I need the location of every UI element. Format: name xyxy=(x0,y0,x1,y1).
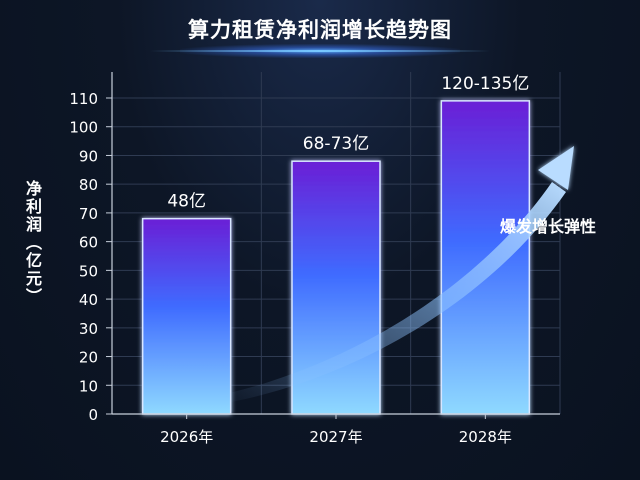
y-tick-label: 110 xyxy=(69,90,98,108)
y-tick-label: 60 xyxy=(79,234,98,252)
y-tick-label: 40 xyxy=(79,291,98,309)
bars-layer xyxy=(141,100,531,415)
growth-arrow-head xyxy=(538,146,574,190)
title-underline-decoration xyxy=(150,50,490,52)
y-tick-label: 30 xyxy=(79,320,98,338)
annotation-label: 爆发增长弹性 xyxy=(500,217,596,236)
x-tick-label: 2027年 xyxy=(309,428,362,446)
y-tick-label: 20 xyxy=(79,349,98,367)
y-axis-label: 净利润（亿元） xyxy=(23,180,42,306)
data-label: 48亿 xyxy=(167,192,206,212)
bar xyxy=(440,100,531,415)
axis-layer xyxy=(106,72,560,419)
growth-arrow-layer xyxy=(216,146,574,404)
x-tick-label: 2028年 xyxy=(459,428,512,446)
labels-layer: 0 10 20 30 40 50 60 70 80 90 100 110 48亿 2026年 68-73亿 2… xyxy=(69,74,596,446)
x-tick-label: 2026年 xyxy=(160,428,213,446)
data-label: 120-135亿 xyxy=(441,74,529,94)
y-tick-label: 90 xyxy=(79,147,98,165)
chart-title: 算力租赁净利润增长趋势图 xyxy=(188,18,452,42)
y-tick-label: 70 xyxy=(79,205,98,223)
y-tick-label: 50 xyxy=(79,262,98,280)
y-tick-label: 10 xyxy=(79,377,98,395)
y-tick-label: 80 xyxy=(79,176,98,194)
y-tick-label: 100 xyxy=(69,119,98,137)
bar xyxy=(141,217,232,415)
y-tick-label: 0 xyxy=(88,406,98,424)
data-label: 68-73亿 xyxy=(303,134,369,154)
